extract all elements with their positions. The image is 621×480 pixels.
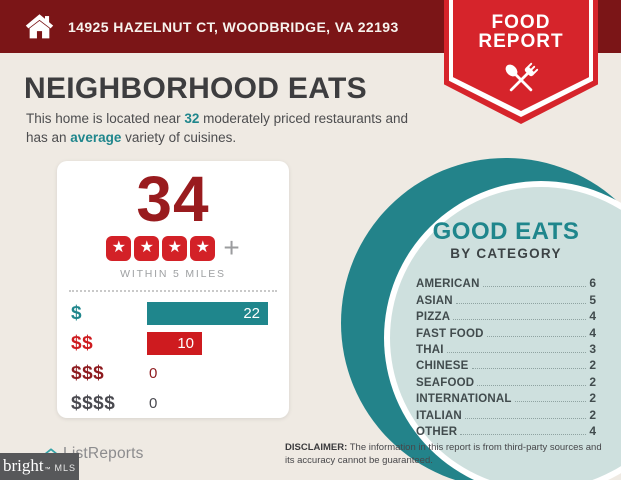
bright-mls-suffix: MLS: [54, 463, 77, 473]
category-row: AMERICAN 6: [416, 274, 596, 290]
price-row: $ 22: [71, 302, 289, 325]
price-tier-label: $$$: [71, 362, 105, 384]
price-tier-label: $$$$: [71, 392, 116, 414]
listreports-wordmark: ListReports: [63, 445, 144, 462]
category-circle-fill: [390, 187, 621, 480]
page-title: NEIGHBORHOOD EATS: [24, 72, 367, 105]
category-list: AMERICAN 6 ASIAN 5 PIZZA 4 FAST FOOD 4 THAI 3 CHIN…: [416, 274, 596, 438]
good-eats-title: GOOD EATS: [432, 218, 580, 245]
category-label: THAI: [416, 343, 444, 356]
disclaimer-text: The information in this report is from t…: [285, 442, 602, 467]
category-count: 2: [589, 374, 596, 389]
star-icon: ★: [134, 235, 160, 261]
page-subtitle: This home is located near 32 moderately …: [26, 110, 446, 147]
restaurant-count: 32: [184, 111, 200, 126]
category-label: OTHER: [416, 425, 458, 438]
category-label: FAST FOOD: [416, 327, 484, 340]
bright-mls-badge: bright ™ MLS: [0, 453, 79, 480]
subtitle-text: This home is located near: [26, 111, 185, 126]
price-tier-label: $: [71, 302, 83, 324]
category-count: 4: [589, 325, 596, 340]
category-row: ITALIAN 2: [416, 405, 596, 422]
star-rating: ★ ★ ★ ★ +: [57, 234, 289, 262]
spoon-fork-icon: [498, 57, 544, 103]
category-count: 5: [589, 292, 596, 307]
star-icon: ★: [162, 235, 188, 261]
price-bar-chart: $ 22 $$ 10 $$$ 0 $$$$ 0: [57, 292, 289, 415]
category-row: OTHER 4: [416, 422, 596, 438]
restaurant-total: 34: [136, 163, 210, 235]
category-row: CHINESE 2: [416, 356, 596, 372]
category-label: ITALIAN: [416, 409, 462, 422]
price-bar: 22: [147, 302, 268, 325]
category-label: CHINESE: [416, 360, 469, 373]
category-label: INTERNATIONAL: [416, 393, 512, 406]
disclaimer: DISCLAIMER: The information in this repo…: [285, 441, 613, 468]
category-count: 2: [589, 407, 596, 422]
price-zero-value: 0: [149, 395, 158, 412]
dotted-leader: [482, 286, 587, 288]
ribbon-title-line2: REPORT: [478, 31, 564, 52]
dotted-leader: [486, 335, 587, 337]
star-icon: ★: [190, 235, 216, 261]
food-report-ribbon: FOOD REPORT: [444, 0, 598, 124]
restaurant-stats-card: 34 ★ ★ ★ ★ + WITHIN 5 MILES $ 22 $$ 10 $$$ …: [57, 161, 289, 418]
house-icon: [24, 12, 55, 42]
category-label: PIZZA: [416, 311, 451, 324]
category-count: 2: [589, 358, 596, 373]
dotted-divider: [69, 290, 277, 292]
dotted-leader: [514, 401, 587, 403]
bright-mls-brand: bright: [2, 456, 44, 475]
dotted-leader: [453, 319, 587, 321]
subtitle-text: variety of cuisines.: [121, 129, 237, 145]
price-row: $$$$ 0: [71, 392, 289, 415]
price-tier-label: $$: [71, 332, 94, 354]
dotted-leader: [464, 417, 587, 419]
dotted-leader: [471, 368, 587, 370]
dotted-leader: [460, 433, 587, 435]
category-row: FAST FOOD 4: [416, 323, 596, 340]
good-eats-panel: GOOD EATS BY CATEGORY AMERICAN 6 ASIAN 5 PIZ…: [416, 220, 596, 438]
radius-label: WITHIN 5 MILES: [120, 268, 226, 280]
ribbon-title-line1: FOOD: [491, 12, 551, 33]
category-label: AMERICAN: [416, 278, 480, 291]
category-label: SEAFOOD: [416, 376, 475, 389]
category-count: 2: [589, 391, 596, 406]
category-row: SEAFOOD 2: [416, 372, 596, 389]
good-eats-subtitle: BY CATEGORY: [450, 246, 562, 261]
price-row: $$$ 0: [71, 362, 289, 385]
category-count: 4: [589, 309, 596, 324]
price-row: $$ 10: [71, 332, 289, 355]
category-count: 3: [589, 341, 596, 356]
dotted-leader: [446, 351, 587, 353]
star-icon: ★: [106, 235, 132, 261]
plus-sign: +: [223, 232, 240, 263]
category-count: 4: [589, 423, 596, 438]
category-label: ASIAN: [416, 294, 453, 307]
subtitle-text: has an: [26, 129, 71, 145]
category-row: INTERNATIONAL 2: [416, 389, 596, 405]
disclaimer-label: DISCLAIMER:: [285, 442, 348, 453]
dotted-leader: [477, 384, 587, 386]
subtitle-text: moderately priced restaurants and: [199, 111, 408, 126]
category-row: ASIAN 5: [416, 290, 596, 307]
bright-mls-tm: ™: [44, 467, 51, 473]
price-zero-value: 0: [149, 365, 158, 382]
category-row: PIZZA 4: [416, 307, 596, 323]
property-address: 14925 HAZELNUT CT, WOODBRIDGE, VA 22193: [68, 18, 399, 35]
dotted-leader: [455, 302, 587, 304]
category-count: 6: [589, 276, 596, 291]
category-row: THAI 3: [416, 340, 596, 356]
variety-highlight: average: [70, 129, 122, 145]
price-bar: 10: [147, 332, 202, 355]
